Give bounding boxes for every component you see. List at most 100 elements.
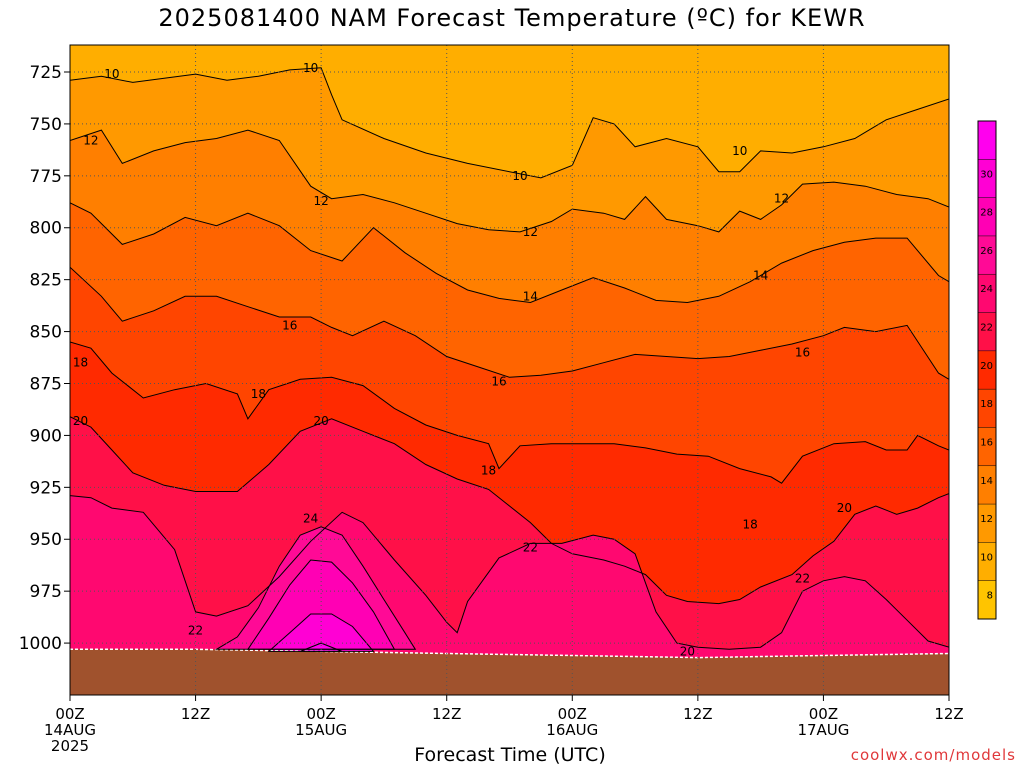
isotherm-label-22: 22 [188,624,203,638]
colorbar-swatch-10 [978,504,996,543]
isotherm-12 [70,129,949,233]
isotherm-label-20: 20 [837,501,852,515]
ground-surface [70,648,949,695]
x-tick-label-0: 00Z [55,705,84,723]
isotherm-10 [70,67,949,179]
colorbar-label-14: 14 [980,476,993,487]
y-tick-label-850: 850 [30,323,62,343]
isotherm-22 [70,495,949,650]
y-tick-label-925: 925 [30,478,62,498]
x-tick-label-12: 12Z [181,705,210,723]
band-26 [247,560,395,650]
x-tick-date-48: 16AUG [546,721,598,739]
colorbar-label-12: 12 [980,514,993,525]
isotherm-label-20: 20 [314,414,329,428]
colorbar-label-16: 16 [980,437,993,448]
isotherm-18 [70,341,949,484]
isotherm-label-20: 20 [680,644,695,658]
isotherm-label-16: 16 [795,345,810,359]
y-tick-label-825: 825 [30,271,62,291]
x-tick-date-72: 17AUG [797,721,849,739]
isotherm-label-12: 12 [523,225,538,239]
isotherm-label-16: 16 [282,318,297,332]
isotherm-label-10: 10 [104,67,119,81]
chart-title: 2025081400 NAM Forecast Temperature (ºC)… [158,4,866,32]
isotherm-30 [300,642,343,652]
y-tick-label-975: 975 [30,582,62,602]
x-tick-label-36: 12Z [432,705,461,723]
colorbar-swatch-16 [978,389,996,428]
source-credit: coolwx.com/models [850,746,1016,764]
isotherm-label-12: 12 [774,192,789,206]
colorbar-swatch-30 [978,121,996,160]
y-tick-label-750: 750 [30,115,62,135]
isotherm-label-14: 14 [523,289,538,303]
isotherm-label-18: 18 [743,518,758,532]
isotherm-20 [70,416,949,605]
colorbar-swatch-26 [978,197,996,236]
colorbar-swatch-20 [978,312,996,351]
colorbar-swatch-6 [978,580,996,619]
isotherm-label-10: 10 [303,61,318,75]
colorbar-label-20: 20 [980,361,993,372]
y-tick-label-800: 800 [30,219,62,239]
ground-area [70,649,949,695]
y-tick-label-900: 900 [30,426,62,446]
isotherm-16 [70,266,949,380]
x-tick-label-84: 12Z [934,705,963,723]
isotherm-label-12: 12 [83,134,98,148]
x-tick-label-24: 00Z [306,705,335,723]
colorbar-label-10: 10 [980,552,993,563]
x-tick-date-24: 15AUG [295,721,347,739]
x-tick-label-60: 12Z [683,705,712,723]
isotherm-label-18: 18 [251,387,266,401]
colorbar-swatch-22 [978,274,996,313]
x-tick-date-0: 14AUG [44,721,96,739]
isotherm-label-14: 14 [753,269,768,283]
isotherm-label-22: 22 [523,541,538,555]
isotherm-label-10: 10 [512,169,527,183]
colorbar-swatch-14 [978,427,996,466]
colorbar-label-24: 24 [980,284,993,295]
filled-contours [70,45,949,695]
y-tick-label-875: 875 [30,374,62,394]
y-axis: 725 750 775 800 825 850 875 900 925 950 975 1000 [19,63,70,654]
colorbar-swatch-8 [978,542,996,581]
isotherm-label-20: 20 [73,414,88,428]
band-28 [268,614,374,652]
colorbar-swatch-28 [978,159,996,198]
colorbar-label-22: 22 [980,323,993,334]
y-tick-label-950: 950 [30,530,62,550]
isotherm-26 [246,559,396,650]
isotherm-label-22: 22 [795,572,810,586]
y-tick-label-1000: 1000 [19,634,62,654]
isotherm-14 [70,202,949,304]
isotherm-labels: 10 10 10 10 12 12 12 12 14 14 16 16 16 18 18 18 18 20 20 20… [73,61,852,659]
isotherm-lines [70,67,949,652]
colorbar-label-28: 28 [980,208,993,219]
colorbar-label-18: 18 [980,399,993,410]
x-axis-label: Forecast Time (UTC) [414,744,606,766]
x-tick-label-72: 00Z [809,705,838,723]
isotherm-label-10: 10 [732,144,747,158]
colorbar-label-30: 30 [980,169,993,180]
isotherm-label-18: 18 [73,356,88,370]
isotherm-label-16: 16 [491,374,506,388]
y-tick-label-725: 725 [30,63,62,83]
x-tick-year-0: 2025 [51,737,89,755]
colorbar-swatch-24 [978,235,996,275]
isotherm-label-12: 12 [314,194,329,208]
isotherm-28 [267,613,375,652]
isotherm-label-24: 24 [303,511,318,525]
plot-frame [69,44,950,696]
colorbar-swatch-12 [978,465,996,505]
colorbar-frame [977,120,997,620]
colorbar: 8 10 12 14 16 18 20 22 24 26 28 30 [977,120,997,620]
colorbar-label-26: 26 [980,246,993,257]
y-tick-label-775: 775 [30,167,62,187]
colorbar-swatch-18 [978,350,996,390]
isotherm-label-18: 18 [481,464,496,478]
colorbar-label-8: 8 [987,591,993,602]
